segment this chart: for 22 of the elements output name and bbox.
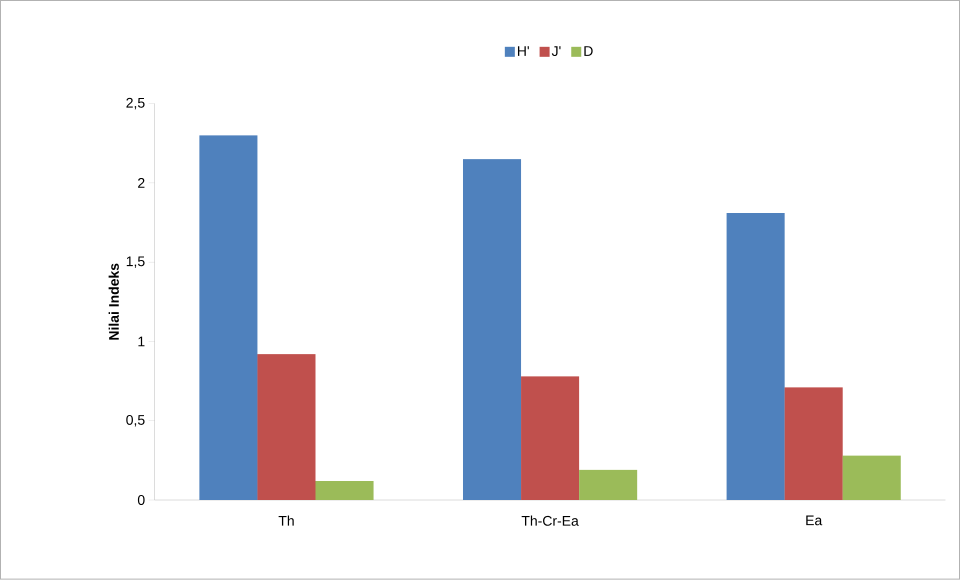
legend-label: H' xyxy=(518,46,529,56)
y-tick-label: 1,5 xyxy=(126,256,145,268)
x-tick-label: Th-Cr-Ea xyxy=(522,516,579,526)
bar xyxy=(726,213,785,500)
x-tick-label: Ea xyxy=(806,516,822,526)
y-tick-label: 0 xyxy=(138,495,145,506)
bar xyxy=(316,481,374,500)
legend-label: D xyxy=(584,46,593,56)
bar xyxy=(579,470,638,500)
legend-label: J' xyxy=(552,46,561,56)
bar xyxy=(199,136,258,500)
bar xyxy=(784,388,843,500)
y-tick-label: 2 xyxy=(138,178,144,188)
y-axis-title: Nilai Indeks xyxy=(108,264,119,340)
y-tick-label: 0,5 xyxy=(126,415,145,427)
x-tick-label: Th xyxy=(278,516,294,526)
bar xyxy=(257,354,316,500)
bar xyxy=(842,456,901,500)
y-tick-label: 2,5 xyxy=(126,98,145,110)
y-tick-label: 1 xyxy=(138,336,144,346)
bar xyxy=(521,376,580,500)
bar xyxy=(462,159,522,500)
